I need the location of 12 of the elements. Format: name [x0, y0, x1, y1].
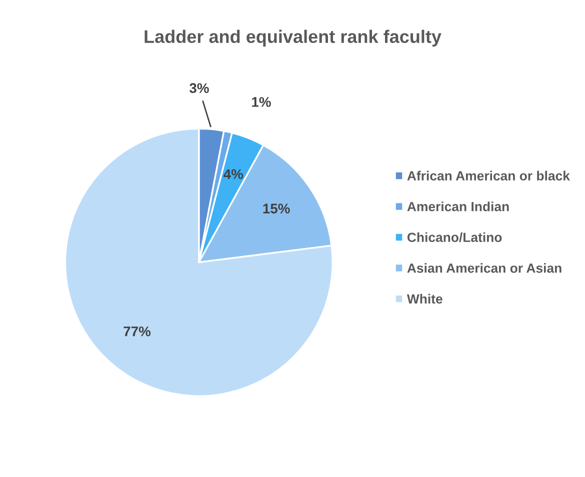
- data-label: 1%: [252, 97, 271, 107]
- data-label: 77%: [124, 326, 151, 336]
- legend-label: White: [406, 294, 442, 304]
- legend-label: African American or black: [407, 170, 570, 180]
- legend-label: Chicano/Latino: [407, 232, 502, 242]
- chart-title: Ladder and equivalent rank faculty: [144, 30, 442, 47]
- legend-label: Asian American or Asian: [407, 263, 562, 273]
- legend-label: American Indian: [407, 202, 509, 212]
- data-label: 3%: [189, 83, 209, 94]
- data-label: 4%: [224, 169, 244, 180]
- pie-slice: [64, 128, 334, 397]
- data-label: 15%: [263, 204, 290, 214]
